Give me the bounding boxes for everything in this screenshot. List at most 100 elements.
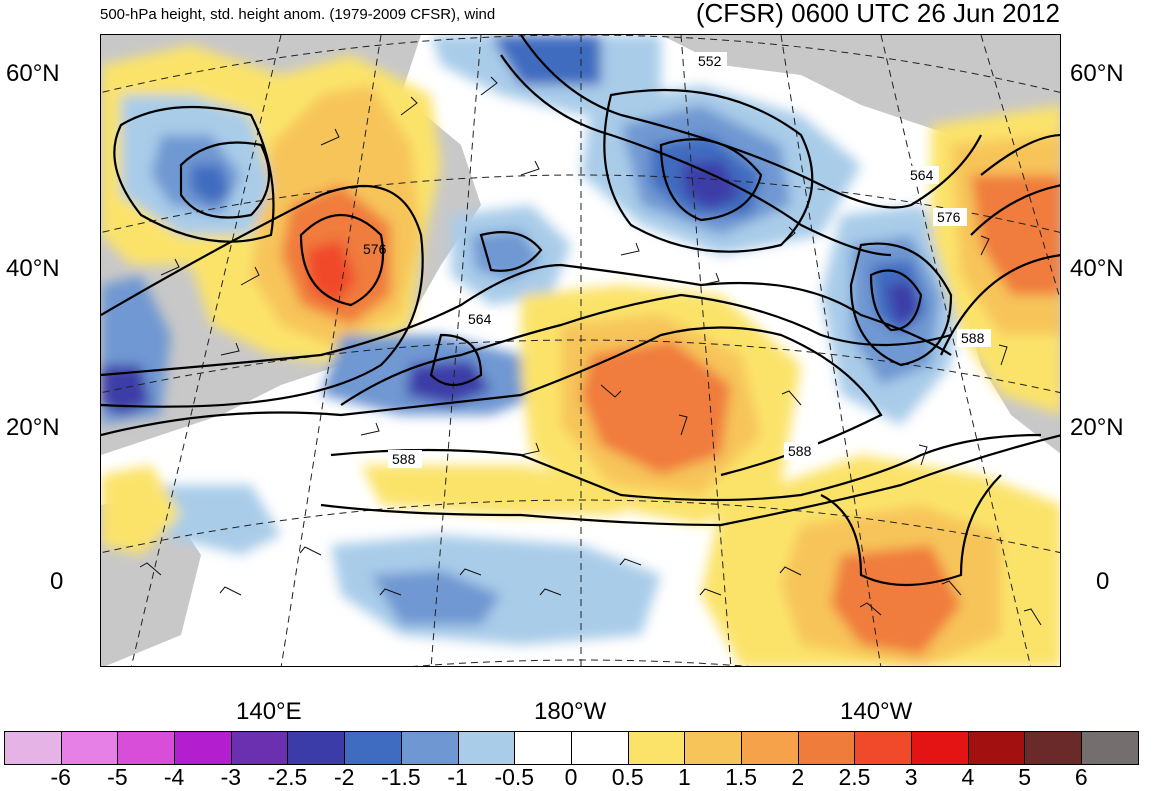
colorbar-swatch (797, 731, 856, 765)
contour-line (500, 54, 892, 257)
wind-barb (1023, 608, 1042, 626)
anom-negative-center-1 (471, 230, 541, 280)
lon-label: 140°W (840, 698, 913, 725)
anom-positive-band (361, 465, 621, 515)
lon-label: 180°W (534, 698, 607, 725)
colorbar-swatch (740, 731, 799, 765)
colorbar-swatch (514, 731, 572, 765)
map-title: (CFSR) 0600 UTC 26 Jun 2012 (695, 0, 1060, 28)
contour-line (101, 326, 883, 477)
contour-line (479, 231, 543, 272)
colorbar-tick-label: 2 (791, 764, 805, 790)
wind-barb (520, 160, 540, 176)
colorbar-tick-label: -6 (50, 764, 71, 790)
contour-line (113, 105, 275, 243)
graticule-line (680, 35, 732, 666)
anom-negative-n-1 (491, 35, 601, 85)
colorbar-swatch (1081, 731, 1139, 765)
wind-barb (219, 586, 242, 596)
contour-label-bg (933, 208, 967, 226)
graticule-line (780, 35, 882, 666)
contour-label-bg (388, 450, 422, 468)
colorbar-tick-label: 1 (677, 764, 691, 790)
contour-label: 576 (363, 241, 387, 257)
lon-label: 140°E (236, 698, 302, 725)
contour-line (179, 141, 271, 219)
contour-label: 576 (937, 209, 961, 225)
colorbar-swatch (911, 731, 969, 765)
graticule-line (101, 174, 1060, 234)
lat-label-left: 0 (50, 568, 64, 595)
colorbar-swatch (1024, 731, 1083, 765)
lat-label-right: 40°N (1070, 255, 1124, 282)
map-panel: 552 564 576 576 564 588 588 588 (100, 34, 1061, 667)
lat-label-left: 20°N (6, 414, 60, 441)
anom-negative-nc-3 (681, 160, 741, 210)
contour-line (330, 433, 1042, 502)
wind-barbs (139, 76, 1042, 626)
colorbar-tick-label: 2.5 (838, 764, 871, 790)
wind-barb (780, 226, 796, 246)
contour-label-bg (957, 329, 991, 347)
wind-barb (520, 442, 540, 456)
wind-barb (700, 272, 720, 286)
contour-label-bg (905, 166, 939, 184)
wind-barb (941, 580, 962, 596)
colorbar-swatch (344, 731, 402, 765)
colorbar-tick-label: 6 (1074, 764, 1088, 790)
colorbar-swatch (457, 731, 516, 765)
contour-label: 588 (392, 451, 416, 467)
wind-barb (480, 76, 498, 96)
wind-barb (619, 558, 642, 566)
contour-label-bg (784, 442, 818, 460)
lat-label-right: 20°N (1070, 414, 1124, 441)
wind-barb (379, 588, 402, 596)
colorbar-swatch (684, 731, 742, 765)
contour-line (869, 269, 923, 332)
lat-label-right: 0 (1096, 568, 1110, 595)
colorbar-tick-label: 3 (904, 764, 918, 790)
colorbar-swatch (230, 731, 289, 765)
map-subtitle: 500-hPa height, std. height anom. (1979-… (100, 6, 496, 23)
contour-line (101, 263, 952, 377)
wind-barb (600, 384, 622, 398)
contour-line (939, 254, 1060, 356)
colorbar-tick-label: 0.5 (611, 764, 644, 790)
contour-line (320, 434, 1060, 527)
anom-negative-far-w-1 (101, 365, 151, 415)
wind-barb (220, 342, 240, 356)
colorbar-tick-label: -2.5 (267, 764, 308, 790)
wind-barb (360, 422, 380, 436)
graticule-line (980, 35, 1060, 300)
contour-line (340, 293, 952, 406)
wind-barb (539, 588, 562, 596)
colorbar-tick-label: -0.5 (494, 764, 535, 790)
height-contours (101, 35, 1060, 587)
graticule-line (130, 35, 282, 666)
colorbar-swatch (854, 731, 912, 765)
colorbar-swatch (287, 731, 346, 765)
colorbar-tick-label: -5 (107, 764, 128, 790)
colorbar-swatch (400, 731, 459, 765)
colorbar-tick-label: 5 (1018, 764, 1031, 790)
anom-positive-sw (101, 465, 181, 555)
lat-label-left: 40°N (6, 255, 60, 282)
lat-label-left: 60°N (6, 60, 60, 87)
colorbar-tick-label: 0 (564, 764, 578, 790)
contour-label: 588 (788, 443, 812, 459)
wind-barb (699, 588, 722, 596)
wind-barb (779, 566, 802, 576)
graticule-line (430, 35, 482, 666)
contour-line (299, 214, 385, 307)
contour-label-bg (463, 310, 497, 328)
graticule-line (101, 499, 1060, 554)
colorbar-swatch (117, 731, 176, 765)
colorbar-tick-label: -3 (220, 764, 242, 790)
contour-label: 588 (961, 330, 985, 346)
contour-line (520, 35, 982, 209)
wind-barb (459, 568, 482, 576)
contour-line (849, 242, 953, 367)
wind-barb (859, 602, 882, 616)
anom-negative-sw-2 (151, 485, 281, 555)
colorbar-tick-label: -4 (163, 764, 185, 790)
